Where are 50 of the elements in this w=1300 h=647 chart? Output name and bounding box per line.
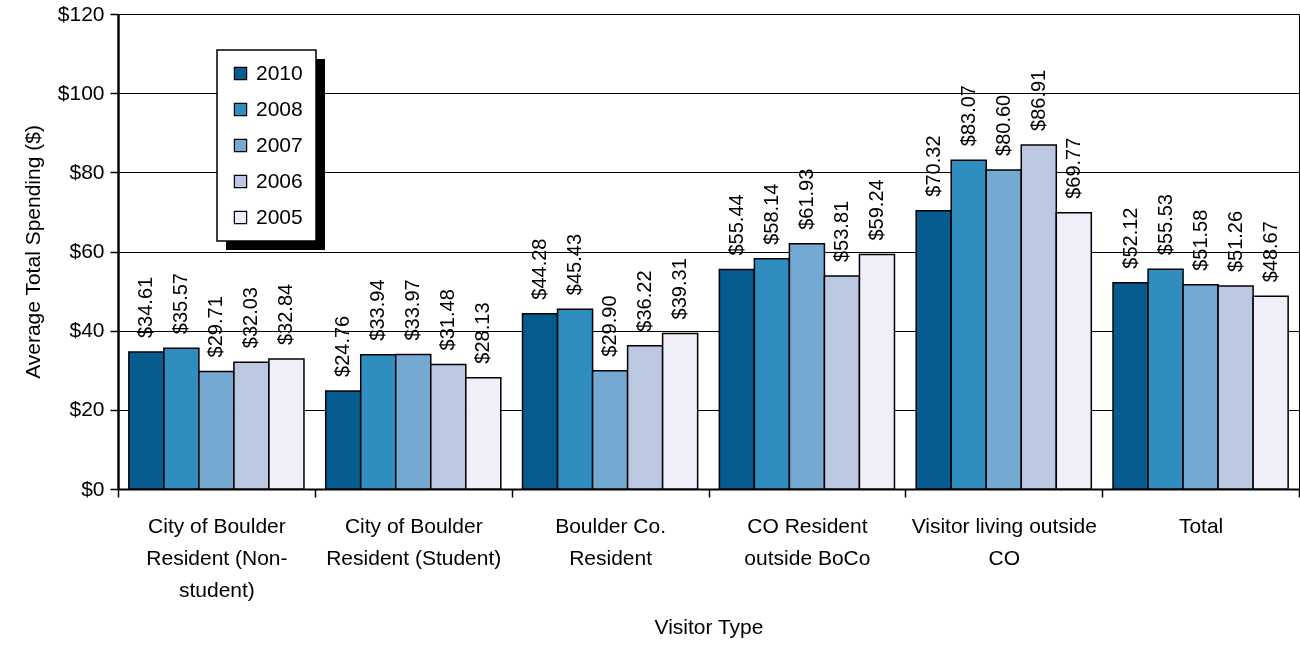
data-label: $51.26 xyxy=(1223,210,1246,273)
data-label: $69.77 xyxy=(1061,137,1084,199)
data-label: $33.97 xyxy=(401,279,424,341)
y-axis-title: Average Total Spending ($) xyxy=(20,125,44,379)
data-label: $55.44 xyxy=(724,194,747,256)
y-tick-label: $40 xyxy=(69,318,105,342)
data-label: $28.13 xyxy=(471,302,494,364)
data-label: $32.03 xyxy=(239,287,262,349)
y-tick-label: $80 xyxy=(69,159,105,183)
x-axis-title: Visitor Type xyxy=(654,614,764,638)
data-label: $44.28 xyxy=(528,238,551,300)
x-tick-label: Total xyxy=(1178,513,1224,537)
data-label: $52.12 xyxy=(1118,207,1141,269)
x-tick-label: Boulder Co. Resident xyxy=(555,513,667,569)
legend-label: 2006 xyxy=(256,168,303,192)
data-label: $33.94 xyxy=(366,279,389,341)
data-label: $31.48 xyxy=(436,289,459,351)
legend-label: 2007 xyxy=(256,132,303,156)
data-label: $29.90 xyxy=(598,295,621,357)
y-tick-label: $60 xyxy=(69,239,105,262)
legend-label: 2008 xyxy=(256,96,303,120)
data-label: $24.76 xyxy=(331,315,354,377)
data-label: $53.81 xyxy=(829,200,852,262)
data-label: $29.71 xyxy=(204,296,227,358)
data-label: $55.53 xyxy=(1153,194,1176,256)
data-label: $39.31 xyxy=(668,258,691,320)
legend-label: 2005 xyxy=(256,204,303,228)
x-tick-label: Visitor living outside CO xyxy=(911,513,1097,569)
data-label: $45.43 xyxy=(563,234,586,296)
y-tick-label: $0 xyxy=(81,476,105,500)
data-label: $80.60 xyxy=(991,94,1014,156)
x-tick-label: City of Boulder Resident (Student) xyxy=(326,513,502,569)
data-label: $83.07 xyxy=(956,85,979,147)
data-label: $59.24 xyxy=(864,179,887,241)
data-label: $58.14 xyxy=(759,183,782,245)
y-tick-label: $20 xyxy=(69,397,105,421)
data-label: $36.22 xyxy=(633,270,656,332)
data-label: $48.67 xyxy=(1258,221,1281,283)
data-label: $35.57 xyxy=(169,273,192,335)
data-label: $34.61 xyxy=(134,276,157,338)
x-tick-label: CO Resident outside BoCo xyxy=(744,513,871,569)
x-tick-label: City of Boulder Resident (Non-student) xyxy=(146,513,288,601)
data-label: $32.84 xyxy=(274,283,297,346)
data-label: $51.58 xyxy=(1188,209,1211,271)
y-tick-label: $120 xyxy=(57,1,105,25)
data-label: $86.91 xyxy=(1026,69,1049,131)
data-label: $70.32 xyxy=(921,135,944,197)
y-tick-label: $100 xyxy=(57,80,105,104)
data-label: $61.93 xyxy=(794,168,817,230)
legend-label: 2010 xyxy=(256,60,303,84)
